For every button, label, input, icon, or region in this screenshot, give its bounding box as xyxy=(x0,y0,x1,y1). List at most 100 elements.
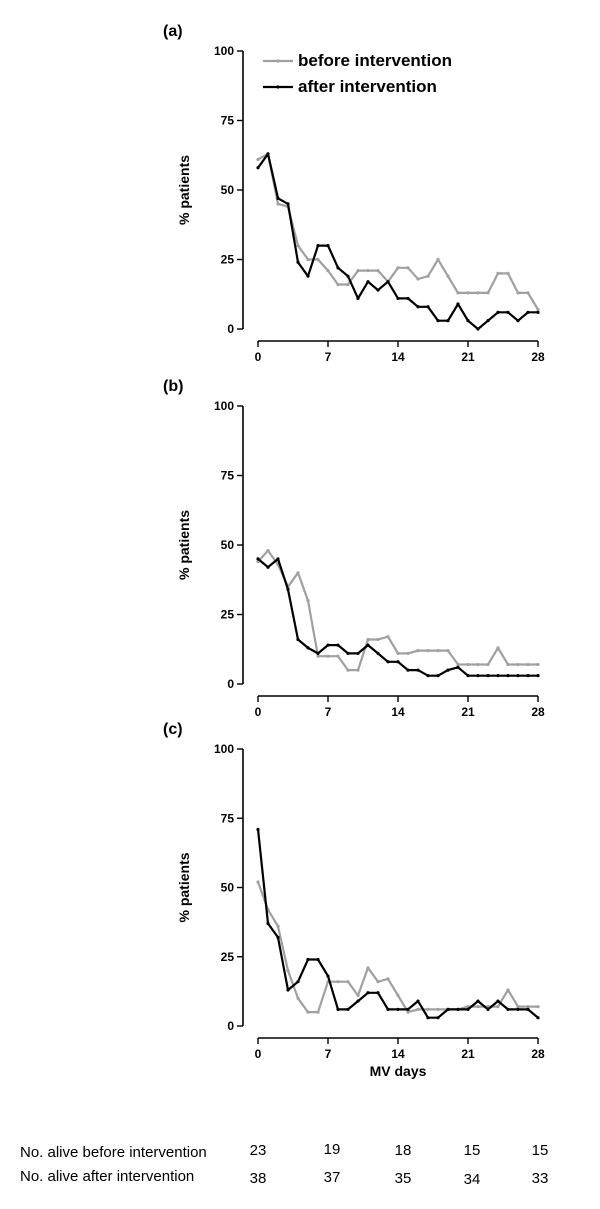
data-point-before xyxy=(506,662,510,667)
data-point-after xyxy=(256,166,260,170)
data-point-before xyxy=(326,269,330,273)
data-point-before xyxy=(336,654,340,658)
chart-panel-2: (b) 0 25 50 75 100 0 7 14 21 28 % patients xyxy=(163,378,545,719)
data-point-after xyxy=(476,999,480,1003)
data-point-after xyxy=(346,274,350,278)
data-point-before xyxy=(506,988,510,992)
data-point-after xyxy=(316,957,320,962)
y-tick-label: 100 xyxy=(214,742,234,756)
data-point-after xyxy=(496,310,500,314)
data-point-before xyxy=(466,662,470,667)
data-point-after xyxy=(386,660,390,664)
data-point-after xyxy=(286,202,290,206)
data-point-before xyxy=(276,924,280,928)
data-point-after xyxy=(426,305,430,309)
data-point-before xyxy=(456,291,460,295)
data-point-after xyxy=(316,651,320,656)
data-point-after xyxy=(276,935,280,939)
data-point-before xyxy=(336,980,340,984)
data-point-before xyxy=(396,651,400,656)
alive-after-day28: 33 xyxy=(531,1170,549,1187)
data-point-after xyxy=(516,674,520,678)
y-tick-label: 50 xyxy=(221,538,235,552)
data-point-before xyxy=(506,271,510,275)
data-point-after xyxy=(536,674,540,678)
data-point-after xyxy=(426,674,430,678)
data-point-before xyxy=(536,307,540,312)
alive-after-day7: 37 xyxy=(323,1169,341,1186)
data-point-after xyxy=(396,660,400,664)
data-point-after xyxy=(406,296,410,301)
data-point-before xyxy=(316,1010,320,1014)
y-tick-label: 75 xyxy=(221,811,235,825)
data-point-before xyxy=(476,1005,480,1009)
data-point-before xyxy=(406,651,410,656)
data-point-after xyxy=(506,1007,510,1011)
data-point-before xyxy=(436,1007,440,1011)
data-point-after xyxy=(276,557,280,561)
data-point-after xyxy=(506,674,510,678)
y-tick-label: 0 xyxy=(227,677,234,691)
data-point-after xyxy=(436,319,440,323)
data-point-before xyxy=(296,996,300,1000)
data-point-after xyxy=(256,557,260,561)
data-point-after xyxy=(356,999,360,1003)
data-point-after xyxy=(476,674,480,678)
data-point-after xyxy=(426,1016,430,1020)
data-point-after xyxy=(496,999,500,1003)
data-point-after xyxy=(406,1007,410,1011)
alive-before-day14: 18 xyxy=(394,1142,412,1159)
data-point-after xyxy=(266,152,270,156)
data-point-before xyxy=(326,654,330,658)
data-point-after xyxy=(346,1007,350,1011)
legend-marker xyxy=(276,85,280,89)
data-point-before xyxy=(526,291,530,295)
data-point-after xyxy=(466,1007,470,1011)
x-tick-label: 14 xyxy=(391,705,405,719)
data-point-before xyxy=(476,291,480,295)
y-axis-title: % patients xyxy=(176,510,192,580)
data-point-before xyxy=(356,269,360,273)
data-point-before xyxy=(486,662,490,667)
data-point-after xyxy=(386,280,390,284)
data-point-after xyxy=(536,1016,540,1020)
data-point-before xyxy=(396,993,400,998)
data-point-after xyxy=(316,244,320,248)
data-point-before xyxy=(536,1005,540,1009)
data-point-before xyxy=(526,662,530,667)
x-axis-title: MV days xyxy=(370,1063,427,1079)
panel-label: (a) xyxy=(163,23,183,40)
data-point-after xyxy=(386,1007,390,1011)
x-tick-label: 21 xyxy=(461,350,475,364)
data-point-before xyxy=(386,977,390,981)
data-point-before xyxy=(256,157,260,162)
series-line-before xyxy=(256,881,538,1014)
data-point-before xyxy=(426,649,430,653)
y-axis-title: % patients xyxy=(176,852,192,922)
data-point-before xyxy=(376,269,380,273)
data-point-before xyxy=(346,980,350,984)
data-point-after xyxy=(436,674,440,678)
data-point-after xyxy=(366,991,370,995)
data-point-after xyxy=(446,319,450,323)
x-tick-label: 7 xyxy=(325,350,332,364)
data-point-after xyxy=(326,643,330,647)
data-point-after xyxy=(306,957,310,962)
data-point-before xyxy=(346,282,350,287)
x-tick-label: 21 xyxy=(461,1047,475,1061)
data-point-after xyxy=(496,674,500,678)
data-point-after xyxy=(336,643,340,647)
data-point-before xyxy=(376,637,380,642)
data-point-after xyxy=(326,974,330,978)
data-point-before xyxy=(406,266,410,270)
y-tick-label: 0 xyxy=(227,322,234,336)
data-point-before xyxy=(336,282,340,287)
data-point-before xyxy=(416,1007,420,1011)
data-point-before xyxy=(416,277,420,281)
data-point-after xyxy=(356,296,360,301)
data-point-before xyxy=(296,244,300,248)
data-point-after xyxy=(456,1007,460,1011)
data-point-before xyxy=(366,269,370,273)
data-point-before xyxy=(516,662,520,667)
